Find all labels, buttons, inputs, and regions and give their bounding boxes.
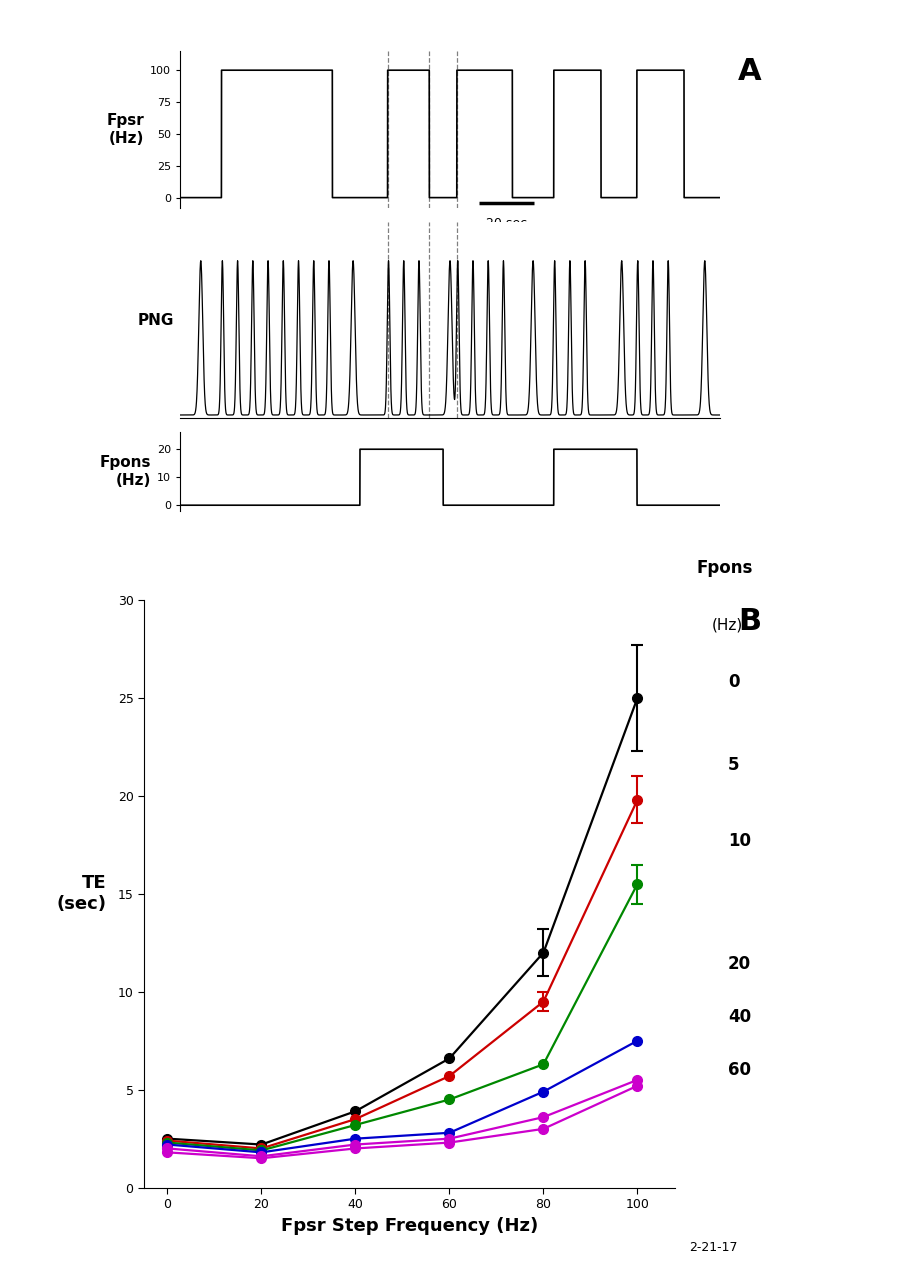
Y-axis label: Fpons
(Hz): Fpons (Hz): [100, 456, 151, 488]
Y-axis label: TE
(sec): TE (sec): [57, 875, 106, 913]
Text: 5: 5: [728, 756, 740, 774]
Text: B: B: [738, 607, 761, 636]
Y-axis label: Fpsr
(Hz): Fpsr (Hz): [107, 114, 144, 146]
Text: 60: 60: [728, 1061, 752, 1079]
X-axis label: Fpsr Step Frequency (Hz): Fpsr Step Frequency (Hz): [281, 1217, 538, 1235]
Text: 20: 20: [728, 955, 752, 973]
Text: 40: 40: [728, 1009, 752, 1027]
Text: 10: 10: [728, 833, 752, 850]
Text: (Hz): (Hz): [712, 618, 743, 633]
Text: A: A: [738, 57, 761, 87]
Text: 2-21-17: 2-21-17: [689, 1241, 738, 1254]
Text: Fpons: Fpons: [697, 559, 752, 577]
Text: 20 sec: 20 sec: [486, 217, 527, 230]
Y-axis label: PNG: PNG: [138, 313, 175, 328]
Text: 0: 0: [728, 673, 740, 691]
